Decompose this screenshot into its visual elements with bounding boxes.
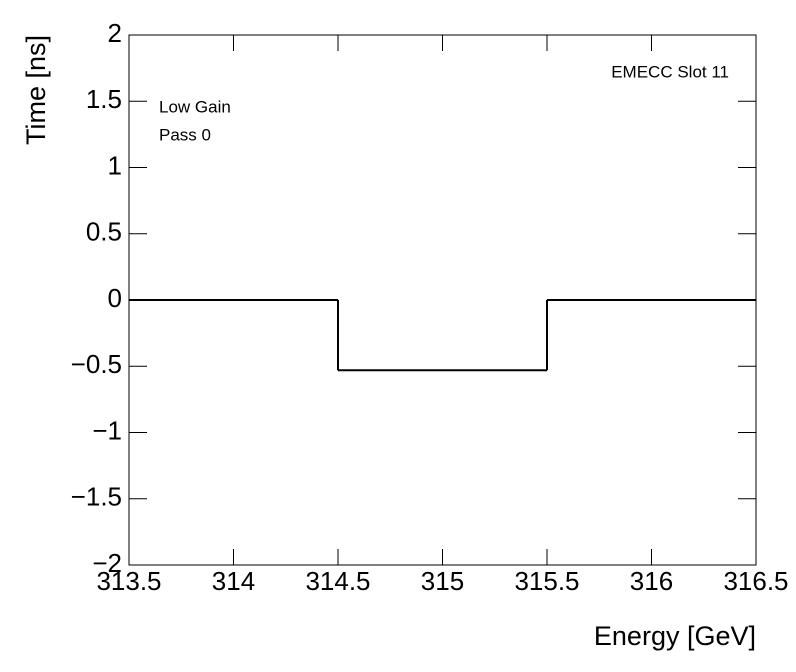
x-tick-label: 314 <box>212 566 255 596</box>
y-axis-title: Time [ns] <box>21 35 51 145</box>
y-tick-label: 0 <box>108 283 122 313</box>
x-tick-label: 316 <box>630 566 673 596</box>
x-tick-label: 315 <box>421 566 464 596</box>
annotation: Low Gain <box>159 97 231 116</box>
y-tick-label: 1.5 <box>86 84 122 114</box>
annotation: EMECC Slot 11 <box>611 62 729 81</box>
y-tick-label: 2 <box>108 18 122 48</box>
y-tick-label: −1.5 <box>71 482 122 512</box>
x-tick-label: 316.5 <box>723 566 788 596</box>
y-tick-label: −0.5 <box>71 349 122 379</box>
y-tick-label: 0.5 <box>86 217 122 247</box>
x-axis-title: Energy [GeV] <box>594 621 756 651</box>
annotation: Pass 0 <box>159 125 211 144</box>
y-tick-label: −2 <box>92 548 122 578</box>
y-tick-label: −1 <box>92 415 122 445</box>
x-tick-label: 314.5 <box>305 566 370 596</box>
x-tick-label: 315.5 <box>514 566 579 596</box>
y-tick-label: 1 <box>108 150 122 180</box>
x-tick-label: 313.5 <box>96 566 161 596</box>
